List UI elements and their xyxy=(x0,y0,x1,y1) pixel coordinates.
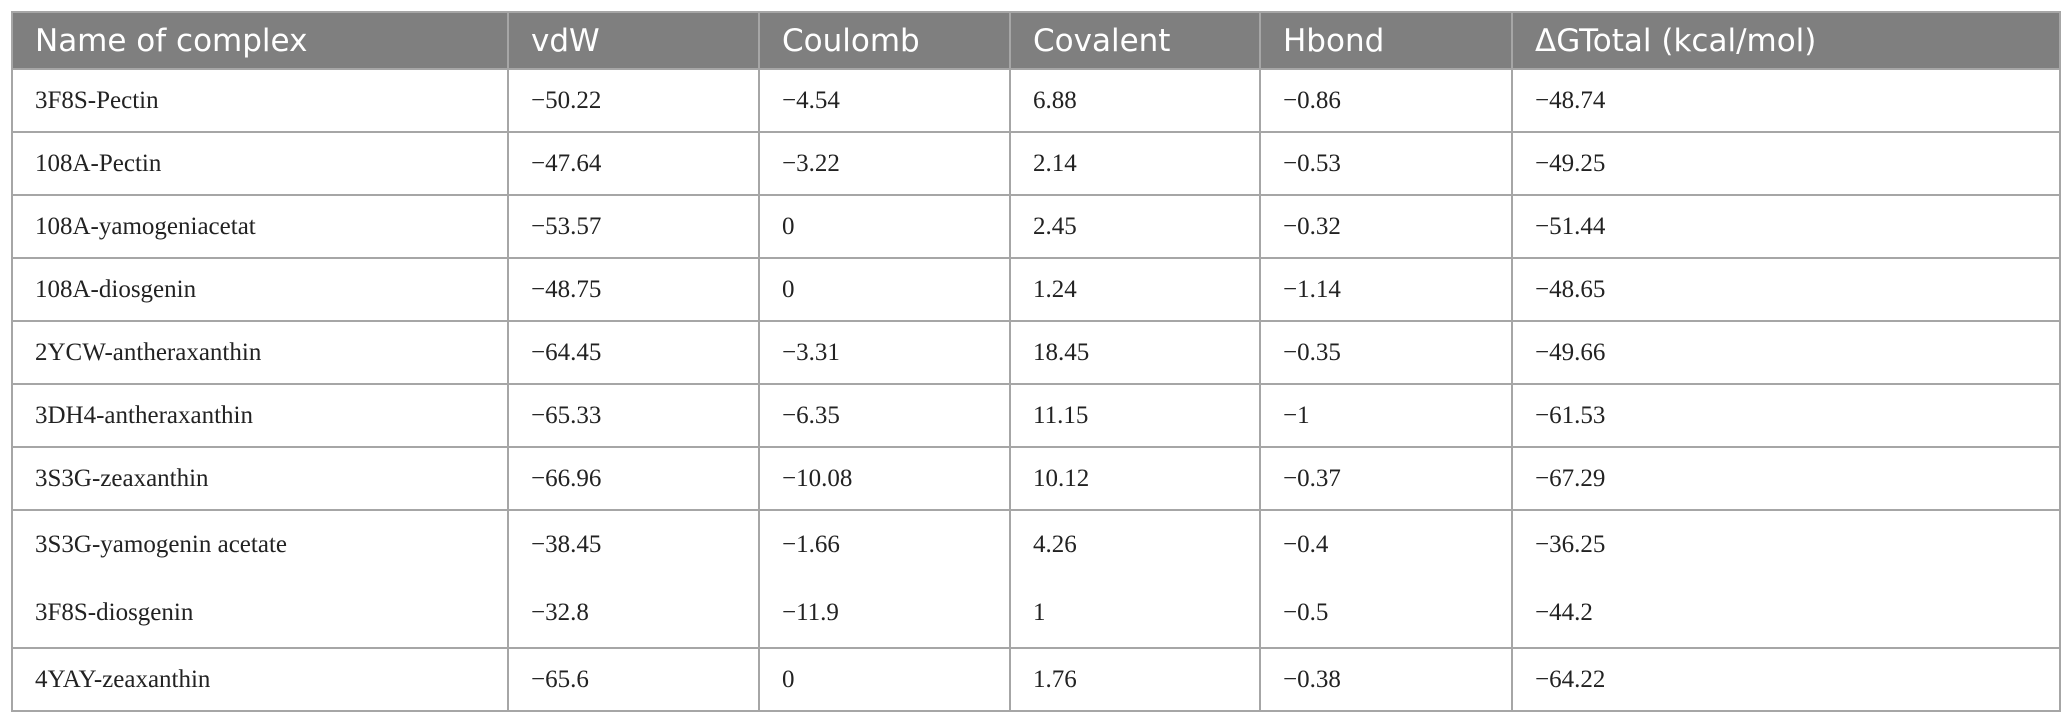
table-row: 3F8S-diosgenin −32.8 −11.9 1 −0.5 −44.2 xyxy=(11,579,2060,648)
value-cell: −53.57 xyxy=(507,194,759,258)
table-body: 3F8S-Pectin −50.22 −4.54 6.88 −0.86 −48.74 108… xyxy=(11,68,2060,711)
complex-name-cell: 4YAY-zeaxanthin xyxy=(11,647,508,711)
value-cell: −65.33 xyxy=(507,383,759,447)
table-row: 3S3G-yamogenin acetate −38.45 −1.66 4.26 −0.… xyxy=(11,509,2060,579)
page: {"table": { "header": ["Name of complex"… xyxy=(11,11,2061,712)
table-row: 4YAY-zeaxanthin −65.6 0 1.76 −0.38 −64.22 xyxy=(11,647,2060,711)
value-cell: −3.31 xyxy=(758,320,1010,384)
value-cell: 0 xyxy=(758,194,1010,258)
value-cell: 0 xyxy=(758,647,1010,711)
value-cell: −67.29 xyxy=(1511,446,2060,510)
value-cell: −0.32 xyxy=(1259,194,1512,258)
value-cell: 2.45 xyxy=(1009,194,1260,258)
header-cell: ΔGTotal (kcal/mol) xyxy=(1511,12,2060,69)
value-cell: −64.45 xyxy=(507,320,759,384)
complex-name-cell: 3S3G-zeaxanthin xyxy=(11,446,508,510)
value-cell: −32.8 xyxy=(507,579,759,648)
table-row: 108A-Pectin −47.64 −3.22 2.14 −0.53 −49.25 xyxy=(11,131,2060,195)
value-cell: −0.35 xyxy=(1259,320,1512,384)
value-cell: −64.22 xyxy=(1511,647,2060,711)
header-cell: Hbond xyxy=(1259,12,1512,69)
header-cell: vdW xyxy=(507,12,759,69)
value-cell: 6.88 xyxy=(1009,68,1260,132)
value-cell: −0.38 xyxy=(1259,647,1512,711)
value-cell: 1.76 xyxy=(1009,647,1260,711)
value-cell: −1 xyxy=(1259,383,1512,447)
value-cell: −48.75 xyxy=(507,257,759,321)
value-cell: −3.22 xyxy=(758,131,1010,195)
complex-name-cell: 3F8S-diosgenin xyxy=(11,579,508,648)
value-cell: −48.74 xyxy=(1511,68,2060,132)
value-cell: −1.66 xyxy=(758,509,1010,579)
header-cell: Name of complex xyxy=(11,12,508,69)
header-cell: Coulomb xyxy=(758,12,1010,69)
value-cell: 0 xyxy=(758,257,1010,321)
value-cell: −0.4 xyxy=(1259,509,1512,579)
value-cell: 10.12 xyxy=(1009,446,1260,510)
header-cell: Covalent xyxy=(1009,12,1260,69)
value-cell: −0.86 xyxy=(1259,68,1512,132)
value-cell: −49.66 xyxy=(1511,320,2060,384)
value-cell: −10.08 xyxy=(758,446,1010,510)
value-cell: −11.9 xyxy=(758,579,1010,648)
complex-name-cell: 3S3G-yamogenin acetate xyxy=(11,509,508,579)
table-row: 3F8S-Pectin −50.22 −4.54 6.88 −0.86 −48.74 xyxy=(11,68,2060,132)
value-cell: −66.96 xyxy=(507,446,759,510)
table-row: 108A-yamogeniacetat −53.57 0 2.45 −0.32 −51.4… xyxy=(11,194,2060,258)
value-cell: 4.26 xyxy=(1009,509,1260,579)
table-row: 3S3G-zeaxanthin −66.96 −10.08 10.12 −0.37 −67… xyxy=(11,446,2060,510)
value-cell: −4.54 xyxy=(758,68,1010,132)
value-cell: −47.64 xyxy=(507,131,759,195)
complex-name-cell: 2YCW-antheraxanthin xyxy=(11,320,508,384)
complex-name-cell: 3F8S-Pectin xyxy=(11,68,508,132)
data-table: Name of complex vdW Coulomb Covalent Hbond ΔG… xyxy=(11,11,2061,712)
value-cell: −0.37 xyxy=(1259,446,1512,510)
value-cell: −61.53 xyxy=(1511,383,2060,447)
value-cell: 2.14 xyxy=(1009,131,1260,195)
value-cell: −0.5 xyxy=(1259,579,1512,648)
value-cell: −48.65 xyxy=(1511,257,2060,321)
value-cell: −38.45 xyxy=(507,509,759,579)
value-cell: −49.25 xyxy=(1511,131,2060,195)
complex-name-cell: 108A-diosgenin xyxy=(11,257,508,321)
value-cell: −0.53 xyxy=(1259,131,1512,195)
complex-name-cell: 3DH4-antheraxanthin xyxy=(11,383,508,447)
value-cell: −6.35 xyxy=(758,383,1010,447)
value-cell: −1.14 xyxy=(1259,257,1512,321)
value-cell: −65.6 xyxy=(507,647,759,711)
complex-name-cell: 108A-Pectin xyxy=(11,131,508,195)
value-cell: 11.15 xyxy=(1009,383,1260,447)
value-cell: −51.44 xyxy=(1511,194,2060,258)
value-cell: 1 xyxy=(1009,579,1260,648)
value-cell: 18.45 xyxy=(1009,320,1260,384)
value-cell: −50.22 xyxy=(507,68,759,132)
value-cell: −36.25 xyxy=(1511,509,2060,579)
table-row: 2YCW-antheraxanthin −64.45 −3.31 18.45 −0.35… xyxy=(11,320,2060,384)
complex-name-cell: 108A-yamogeniacetat xyxy=(11,194,508,258)
table-row: 3DH4-antheraxanthin −65.33 −6.35 11.15 −1 −61… xyxy=(11,383,2060,447)
value-cell: 1.24 xyxy=(1009,257,1260,321)
value-cell: −44.2 xyxy=(1511,579,2060,648)
table-row: 108A-diosgenin −48.75 0 1.24 −1.14 −48.65 xyxy=(11,257,2060,321)
header-row: Name of complex vdW Coulomb Covalent Hbond ΔG… xyxy=(11,12,2060,69)
